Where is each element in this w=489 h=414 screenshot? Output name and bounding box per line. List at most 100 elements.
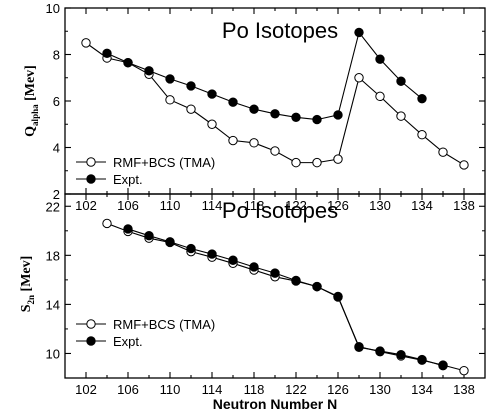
chart-title: Po Isotopes — [222, 198, 338, 223]
x-tick-label: 134 — [411, 198, 433, 213]
data-point — [375, 54, 385, 64]
x-tick-label: 114 — [202, 198, 223, 213]
data-point — [102, 48, 112, 59]
x-tick-label: 134 — [411, 382, 433, 397]
y-tick-label: 6 — [53, 94, 60, 109]
data-point — [438, 361, 448, 371]
series-rmf-bcs — [102, 218, 469, 376]
data-point — [144, 66, 154, 76]
data-point — [354, 73, 364, 83]
data-point — [186, 81, 196, 91]
x-tick-label: 110 — [160, 382, 181, 397]
data-point — [228, 135, 238, 146]
data-point — [417, 93, 427, 104]
data-point — [270, 146, 280, 156]
data-point — [312, 281, 322, 292]
data-point — [438, 147, 448, 157]
series-expt — [123, 224, 448, 371]
data-point — [123, 224, 133, 234]
x-tick-label: 130 — [369, 198, 391, 213]
y-axis-label-subscript: 2n — [26, 295, 36, 305]
x-tick-label: 110 — [160, 198, 181, 213]
data-point — [165, 95, 175, 105]
x-tick-label: 138 — [453, 382, 475, 397]
data-point — [333, 154, 343, 164]
data-point — [207, 119, 217, 129]
y-axis-label-symbol: S — [19, 304, 34, 312]
y-axis-label: S2n [Mev] — [19, 256, 36, 313]
data-point — [81, 38, 91, 48]
x-tick-label: 138 — [453, 198, 475, 213]
data-point — [312, 157, 322, 168]
legend-label: Expt. — [113, 334, 143, 349]
x-tick-label: 118 — [244, 198, 265, 213]
legend-marker — [86, 157, 96, 167]
y-axis-label-unit: [Mev] — [23, 65, 38, 104]
x-tick-label: 106 — [117, 198, 139, 213]
y-tick-label: 10 — [46, 1, 60, 16]
data-point — [459, 365, 469, 376]
legend: RMF+BCS (TMA) Expt. — [76, 317, 215, 349]
y-tick-label: 22 — [46, 199, 60, 214]
x-tick-label: 102 — [75, 198, 97, 213]
series-line — [127, 228, 444, 367]
data-point — [459, 160, 469, 170]
x-axis-label: Neutron Number N — [213, 396, 337, 412]
data-point — [291, 112, 301, 122]
y-tick-label: 14 — [46, 297, 60, 312]
y-tick-label: 10 — [46, 346, 60, 361]
data-point — [291, 157, 301, 168]
chart-panel-1: 2 4 6 8 10 102 106 110 114 118 122 126 130 134 138 Po I… — [23, 1, 486, 213]
x-tick-label: 114 — [202, 382, 223, 397]
x-tick-label: 130 — [369, 382, 391, 397]
legend-marker — [86, 174, 96, 184]
data-point — [165, 74, 175, 84]
x-tick-label: 106 — [117, 382, 139, 397]
series-line — [106, 31, 423, 121]
legend-label: RMF+BCS (TMA) — [113, 155, 215, 170]
legend: RMF+BCS (TMA) Expt. — [76, 155, 215, 187]
x-tick-label: 122 — [285, 382, 307, 397]
data-point — [123, 57, 133, 68]
data-point — [270, 109, 280, 119]
y-tick-label: 4 — [53, 141, 60, 156]
x-tick-label: 118 — [244, 382, 265, 397]
series-line — [106, 222, 465, 372]
y-tick-label: 8 — [53, 48, 60, 63]
legend-marker — [86, 336, 96, 346]
legend-marker — [86, 319, 96, 329]
data-point — [375, 91, 385, 102]
y-tick-label: 2 — [53, 187, 60, 202]
data-point — [102, 218, 112, 229]
data-point — [291, 275, 301, 286]
data-point — [186, 243, 196, 254]
legend-label: Expt. — [113, 172, 143, 187]
data-point — [417, 354, 427, 365]
data-point — [417, 130, 427, 140]
data-point — [396, 76, 406, 86]
series-expt — [102, 27, 427, 125]
data-point — [249, 138, 259, 148]
y-tick-label: 18 — [46, 248, 60, 263]
chart-panel-2: 10 14 18 22 102 106 110 114 118 122 126 130 134 138 Po… — [19, 193, 486, 412]
data-point — [270, 268, 280, 278]
data-point — [333, 110, 343, 120]
series-rmf-bcs — [81, 38, 469, 170]
data-point — [207, 249, 217, 259]
y-axis-label-subscript: alpha — [30, 104, 40, 126]
data-point — [396, 349, 406, 360]
data-point — [186, 104, 196, 114]
data-point — [333, 291, 343, 302]
data-point — [375, 346, 385, 356]
data-point — [228, 255, 238, 265]
data-point — [396, 111, 406, 121]
x-tick-label: 126 — [327, 198, 349, 213]
data-point — [165, 237, 175, 247]
data-point — [249, 104, 259, 114]
data-point — [354, 27, 364, 38]
x-tick-label: 122 — [285, 198, 307, 213]
y-axis-label-unit: [Mev] — [19, 256, 34, 295]
data-point — [228, 97, 238, 107]
y-axis-label: Qalpha [Mev] — [23, 65, 40, 137]
